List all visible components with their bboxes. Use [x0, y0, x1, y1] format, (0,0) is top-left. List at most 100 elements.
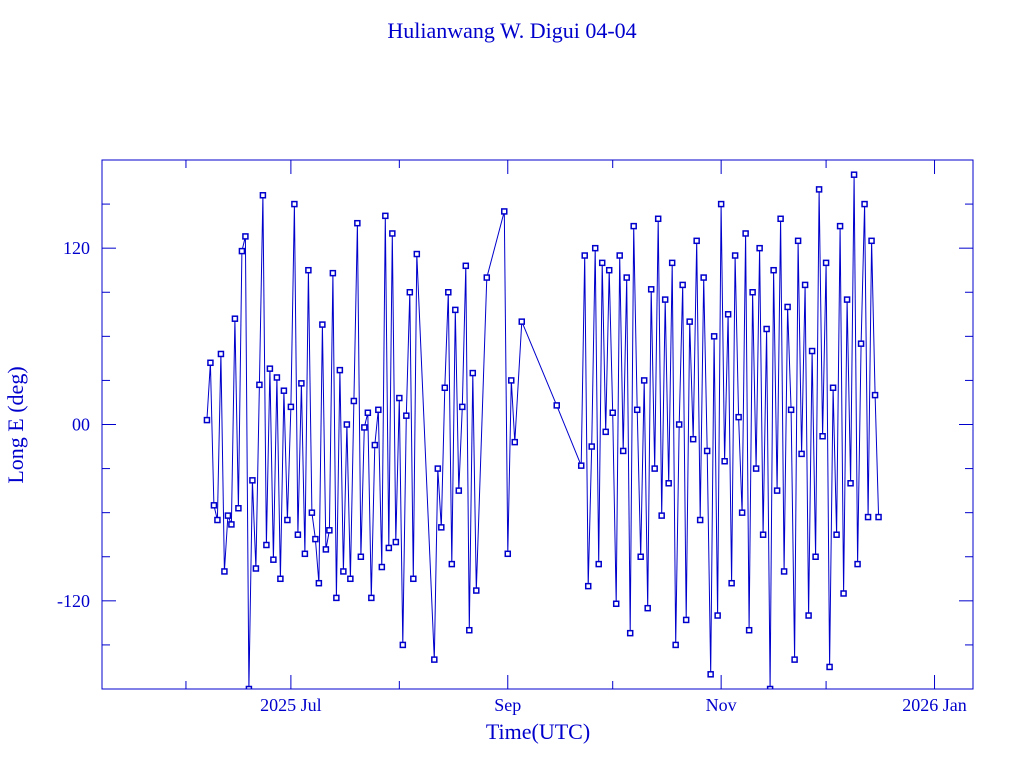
data-point: [413, 250, 421, 258]
data-point: [231, 315, 239, 322]
data-point: [396, 394, 403, 402]
data-point: [647, 286, 655, 293]
data-point: [619, 447, 627, 455]
data-point: [245, 685, 253, 689]
data-point: [598, 259, 606, 267]
data-point: [399, 641, 407, 649]
data-point: [469, 369, 477, 377]
data-point: [364, 409, 372, 416]
y-tick-label: 120: [63, 238, 90, 258]
series-track: [203, 171, 882, 689]
data-point: [794, 237, 802, 245]
data-point: [273, 374, 281, 381]
data-point: [221, 568, 228, 575]
data-point: [252, 565, 260, 572]
data-point: [354, 219, 361, 227]
data-point: [644, 604, 651, 612]
data-point: [822, 259, 830, 267]
data-point: [431, 656, 438, 663]
data-point: [368, 594, 375, 602]
data-point: [389, 230, 396, 237]
data-point: [308, 509, 316, 516]
data-point: [801, 281, 809, 289]
data-point: [875, 513, 882, 521]
data-point: [616, 252, 623, 259]
data-point: [455, 487, 463, 494]
x-tick-label: Nov: [706, 695, 737, 715]
data-point: [752, 465, 760, 472]
data-point: [679, 281, 686, 289]
data-point: [672, 641, 679, 649]
data-point: [654, 215, 662, 223]
data-point: [329, 269, 337, 277]
data-point: [588, 443, 595, 450]
data-point: [511, 438, 519, 446]
series-line: [206, 174, 880, 689]
data-point: [452, 306, 459, 314]
data-point: [406, 289, 414, 296]
data-point: [808, 347, 816, 355]
data-point: [766, 685, 774, 689]
data-point: [473, 587, 480, 594]
data-point: [350, 397, 358, 405]
data-point: [410, 575, 417, 583]
data-point: [861, 200, 868, 208]
data-point: [207, 359, 214, 367]
data-point: [819, 433, 826, 440]
data-point: [504, 550, 512, 558]
data-point: [434, 465, 442, 472]
axis-ticks: [102, 160, 973, 689]
data-point: [301, 550, 309, 558]
data-point: [445, 289, 452, 296]
data-point: [640, 377, 648, 384]
data-point: [689, 435, 697, 443]
data-point: [256, 381, 263, 389]
data-point: [612, 600, 620, 608]
data-point: [763, 325, 770, 333]
data-point: [581, 252, 588, 259]
data-point: [326, 527, 333, 534]
data-point: [836, 222, 844, 230]
data-point: [466, 626, 473, 634]
data-point: [584, 582, 592, 590]
data-point: [812, 553, 819, 560]
data-point: [403, 412, 410, 419]
data-point: [686, 318, 693, 325]
data-point: [347, 575, 354, 583]
data-point: [756, 244, 763, 252]
data-point: [864, 513, 872, 521]
data-point: [661, 296, 669, 303]
data-point: [749, 289, 756, 296]
data-point: [392, 538, 400, 546]
data-point: [658, 512, 665, 519]
x-tick-labels: 2025 Jul Sep Nov 2026 Jan: [260, 695, 967, 715]
data-point: [591, 244, 599, 252]
data-point: [871, 391, 879, 399]
data-point: [235, 505, 242, 512]
data-point: [284, 516, 291, 524]
data-point: [815, 186, 823, 193]
data-point: [847, 480, 854, 487]
data-point: [357, 553, 365, 560]
data-point: [224, 512, 232, 519]
data-point: [854, 560, 861, 568]
x-tick-label: 2025 Jul: [260, 695, 322, 715]
data-point: [263, 541, 270, 549]
data-point: [319, 321, 326, 328]
data-point: [210, 502, 218, 509]
data-point: [315, 579, 323, 587]
data-point: [287, 403, 295, 411]
data-point: [270, 556, 277, 563]
data-point: [343, 421, 351, 428]
data-point: [665, 480, 672, 487]
data-point: [228, 521, 235, 528]
y-tick-labels: 120 00 -120: [57, 238, 90, 611]
data-point: [462, 262, 470, 270]
data-point: [728, 579, 735, 587]
data-point: [707, 671, 714, 678]
data-point: [553, 402, 560, 409]
data-point: [843, 296, 851, 303]
data-point: [742, 230, 749, 237]
data-point: [791, 656, 798, 663]
